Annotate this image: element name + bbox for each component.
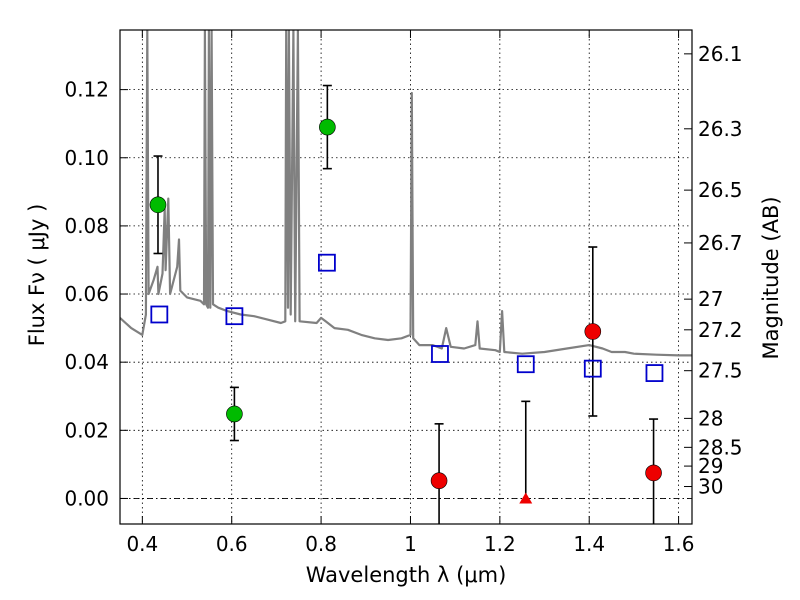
x-tick-label: 0.8 — [305, 532, 337, 556]
model-photometry-point — [431, 345, 449, 363]
data-point — [584, 323, 602, 340]
data-point — [319, 118, 336, 136]
y-tick-label: 0.06 — [64, 282, 109, 306]
mag-tick-label: 30 — [698, 475, 723, 499]
x-tick-label: 0.4 — [126, 532, 158, 556]
mag-tick-label: 27.2 — [698, 318, 743, 342]
upper-limit-point — [519, 492, 533, 504]
model-photometry-point — [318, 253, 336, 272]
model-photometry-point — [583, 359, 602, 378]
data-point — [645, 464, 662, 482]
y-tick-label: 0.08 — [64, 214, 109, 238]
spectrum-layer — [120, 30, 692, 357]
mag-tick-label: 26.1 — [698, 42, 743, 66]
x-tick-label: 1.4 — [573, 532, 605, 556]
mag-tick-label: 26.3 — [698, 117, 743, 141]
model-photometry-point — [225, 307, 244, 326]
mag-tick-label: 28 — [698, 406, 723, 430]
x-tick-label: 0.6 — [216, 532, 248, 556]
y-tick-label: 0.10 — [64, 146, 109, 170]
x-tick-label: 1 — [404, 532, 417, 556]
mag-tick-label: 29 — [698, 454, 723, 478]
y2-axis-title: Magnitude (AB) — [759, 196, 783, 359]
mag-tick-label: 28.5 — [698, 435, 743, 459]
x-tick-label: 1.6 — [663, 532, 695, 556]
y-tick-label: 0.02 — [64, 418, 109, 442]
mag-tick-label: 26.7 — [698, 231, 743, 255]
plot-frame — [119, 29, 693, 525]
data-point — [149, 196, 167, 214]
data-point — [430, 472, 448, 490]
model-photometry-point — [516, 355, 535, 374]
model-photometry-point — [645, 364, 664, 382]
model-spectrum-line — [120, 30, 692, 357]
y-axis-title: Flux Fν ( μJy ) — [25, 204, 49, 347]
x-tick-label: 1.2 — [484, 532, 516, 556]
x-axis-title: Wavelength λ (μm) — [306, 563, 507, 587]
marker-layer — [149, 118, 664, 504]
model-photometry-point — [150, 305, 169, 324]
mag-tick-label: 27 — [698, 287, 723, 311]
y-tick-label: 0.04 — [64, 350, 109, 374]
mag-tick-label: 27.5 — [698, 359, 743, 383]
mag-tick-label: 26.5 — [698, 178, 743, 202]
data-point — [226, 405, 243, 423]
y-tick-label: 0.12 — [64, 78, 109, 102]
tick-layer: 0.4 0.6 0.8 1 1.2 1.4 1.6 0.00 0.02 0.04 0.06 0.08 0… — [64, 30, 743, 556]
y-tick-label: 0.00 — [64, 486, 109, 510]
